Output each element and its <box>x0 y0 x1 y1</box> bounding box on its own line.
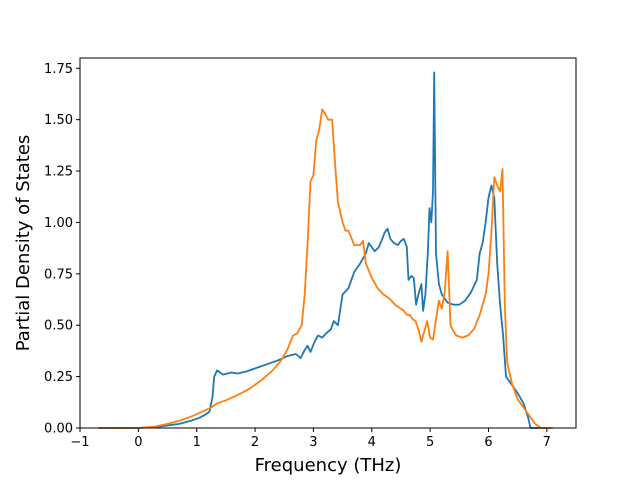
y-tick-label: 1.75 <box>44 62 73 77</box>
plot-frame <box>79 57 577 429</box>
x-tick-label: 2 <box>251 435 259 450</box>
series-layer <box>98 71 553 429</box>
y-tick-label: 1.25 <box>44 165 73 180</box>
y-axis-label: Partial Density of States <box>13 135 34 352</box>
series-line-1 <box>98 71 550 429</box>
y-tick-label: 0.75 <box>44 267 73 282</box>
series-line-2 <box>98 108 553 429</box>
x-axis-label: Frequency (THz) <box>255 455 402 476</box>
x-axis-ticks: −1 0 1 2 3 4 5 6 7 <box>70 428 551 450</box>
x-tick-label: 3 <box>309 435 317 450</box>
y-tick-label: 0.50 <box>44 319 73 334</box>
x-tick-label: 1 <box>193 435 201 450</box>
x-tick-label: −1 <box>70 435 89 450</box>
x-tick-label: 5 <box>426 435 434 450</box>
y-axis-ticks: 0.00 0.25 0.50 0.75 1.00 1.25 1.50 1.75 <box>44 62 80 437</box>
y-tick-label: 0.25 <box>44 370 73 385</box>
x-tick-label: 6 <box>484 435 492 450</box>
y-tick-label: 0.00 <box>44 422 73 437</box>
y-tick-label: 1.00 <box>44 216 73 231</box>
x-tick-label: 7 <box>543 435 551 450</box>
y-tick-label: 1.50 <box>44 113 73 128</box>
x-tick-label: 4 <box>368 435 376 450</box>
x-tick-label: 0 <box>134 435 142 450</box>
